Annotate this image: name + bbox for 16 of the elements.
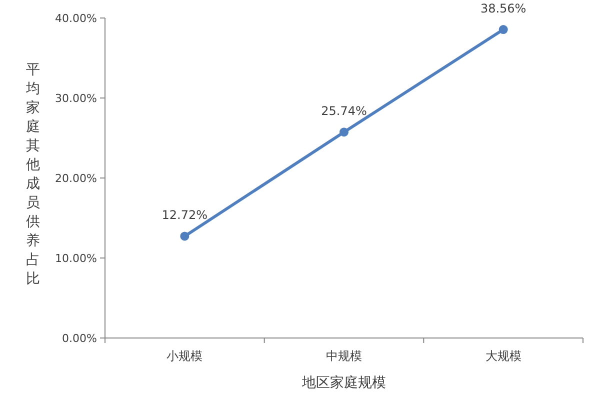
y-tick-label: 20.00%: [55, 172, 97, 185]
y-tick-label: 30.00%: [55, 92, 97, 105]
data-label: 38.56%: [480, 2, 526, 16]
text: 平均家庭其他成员供养占比: [26, 62, 40, 287]
point: [340, 128, 348, 137]
y-tick-label: 10.00%: [55, 252, 97, 265]
point: [180, 232, 190, 241]
y-tick-label: 0.00%: [62, 332, 97, 345]
x-tick-label: 大规模: [485, 349, 522, 363]
point: [498, 25, 508, 34]
data-label: 25.74%: [321, 104, 367, 118]
x-tick-label: 中规模: [326, 349, 362, 363]
x-axis-title: 地区家庭规模: [301, 375, 386, 391]
y-tick-label: 40.00%: [55, 12, 97, 25]
data-label: 12.72%: [162, 208, 208, 222]
x-tick-label: 小规模: [166, 349, 203, 363]
